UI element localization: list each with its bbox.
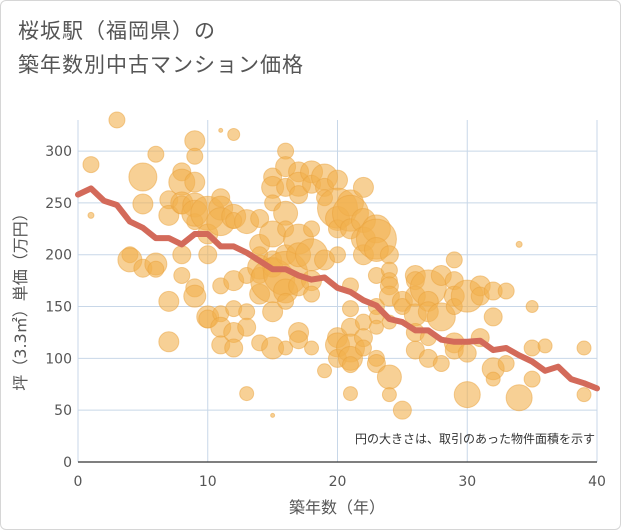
bubble-point: [341, 356, 359, 374]
title-line-1: 桜坂駅（福岡県）の: [18, 19, 216, 43]
bubble-point: [184, 171, 206, 193]
bubble-point: [289, 330, 309, 350]
bubble-point: [497, 282, 515, 300]
bubble-point: [485, 371, 501, 387]
bubble-point: [183, 284, 207, 308]
bubble-point: [379, 245, 399, 265]
y-tick-label: 200: [45, 248, 72, 264]
bubble-point: [198, 245, 218, 265]
y-tick-label: 300: [45, 144, 72, 160]
bubble-point: [376, 364, 402, 390]
bubble-point: [515, 240, 523, 248]
bubble-point: [147, 145, 165, 163]
y-tick-label: 50: [54, 403, 72, 419]
size-note: 円の大きさは、取引のあった物件面積を示す: [355, 431, 595, 446]
bubble-point: [457, 343, 477, 363]
bubble-point: [186, 147, 204, 165]
title-line-2: 築年数別中古マンション価格: [18, 53, 304, 77]
bubble-point: [227, 128, 241, 142]
bubble-point: [342, 386, 358, 402]
bubble-point: [270, 412, 276, 418]
bubble-point: [237, 317, 257, 337]
bubble-point: [184, 130, 206, 152]
bubble-point: [523, 339, 541, 357]
bubble-point: [289, 185, 309, 205]
x-tick-label: 40: [588, 474, 606, 490]
bubble-point: [576, 340, 592, 356]
bubble-point: [128, 162, 158, 192]
bubble-point: [132, 193, 154, 215]
bubble-point: [250, 208, 270, 228]
bubble-point: [158, 331, 180, 353]
bubble-point: [341, 300, 359, 318]
y-tick-label: 250: [45, 196, 72, 212]
x-tick-label: 30: [458, 474, 476, 490]
bubble-point: [432, 355, 450, 373]
bubble-point: [277, 292, 295, 310]
bubble-point: [303, 285, 321, 303]
bubble-point: [392, 400, 412, 420]
bubble-point: [352, 176, 374, 198]
bubble-point: [147, 260, 165, 278]
bubble-point: [239, 386, 255, 402]
x-tick-label: 20: [329, 474, 347, 490]
bubble-point: [354, 339, 372, 357]
bubble-point: [317, 363, 333, 379]
bubble-point: [108, 111, 126, 129]
x-tick-label: 10: [199, 474, 217, 490]
bubble-point: [445, 251, 463, 269]
chart-title: 桜坂駅（福岡県）の 築年数別中古マンション価格: [18, 14, 304, 82]
bubble-point: [525, 300, 539, 314]
bubble-point: [82, 156, 100, 174]
bubble-point: [158, 290, 180, 312]
bubble-point: [497, 355, 515, 373]
bubble-point: [329, 246, 346, 264]
y-tick-label: 0: [63, 455, 72, 471]
bubble-point: [173, 266, 191, 284]
bubble-point: [483, 307, 503, 327]
bubble-point: [304, 340, 320, 356]
bubble-point: [537, 338, 553, 354]
bubble-point: [224, 338, 244, 358]
bubble-point: [453, 381, 481, 409]
tick-labels: 0 10 20 30 40 0 50 100 150 200 250 300: [45, 144, 606, 490]
y-tick-label: 100: [45, 351, 72, 367]
bubble-series: [82, 111, 592, 420]
bubble-point: [505, 384, 533, 412]
x-axis-title: 築年数（年）: [289, 498, 385, 517]
bubble-point: [303, 220, 321, 238]
bubble-point: [523, 370, 541, 388]
bubble-point: [262, 301, 284, 323]
bubble-point: [218, 127, 224, 133]
y-tick-label: 150: [45, 300, 72, 316]
bubble-point: [576, 387, 592, 403]
bubble-point: [278, 340, 294, 356]
bubble-point: [238, 303, 256, 321]
x-tick-label: 0: [74, 474, 83, 490]
y-axis-title: 坪（3.3㎡）単価（万円）: [11, 205, 30, 390]
bubble-point: [327, 169, 348, 191]
trend-line: [75, 185, 600, 392]
bubble-point: [381, 387, 397, 403]
bubble-point: [87, 211, 95, 219]
bubble-point: [172, 245, 192, 265]
bubble-point: [368, 319, 384, 335]
